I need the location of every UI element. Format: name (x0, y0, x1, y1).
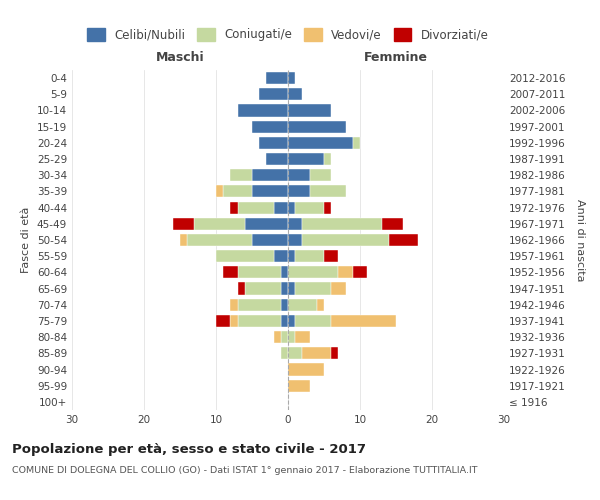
Bar (288, 202, 295, 213)
Bar (266, 72, 288, 84)
Bar (302, 348, 331, 360)
Bar (281, 298, 288, 311)
Bar (281, 282, 288, 294)
Bar (194, 218, 245, 230)
Text: Femmine: Femmine (364, 50, 428, 64)
Bar (288, 266, 338, 278)
Bar (295, 331, 310, 343)
Bar (266, 153, 288, 165)
Y-axis label: Fasce di età: Fasce di età (22, 207, 31, 273)
Bar (353, 266, 367, 278)
Bar (252, 120, 288, 132)
Bar (230, 315, 238, 327)
Bar (288, 315, 295, 327)
Bar (288, 186, 310, 198)
Bar (238, 315, 281, 327)
Bar (288, 218, 302, 230)
Bar (288, 120, 346, 132)
Bar (288, 282, 295, 294)
Bar (288, 153, 324, 165)
Bar (281, 348, 288, 360)
Bar (223, 266, 238, 278)
Bar (288, 331, 295, 343)
Bar (288, 298, 317, 311)
Bar (382, 218, 403, 230)
Bar (331, 315, 396, 327)
Bar (302, 218, 382, 230)
Bar (259, 88, 288, 101)
Bar (288, 104, 331, 117)
Bar (295, 315, 331, 327)
Bar (245, 218, 288, 230)
Bar (338, 266, 353, 278)
Bar (288, 88, 302, 101)
Text: COMUNE DI DOLEGNA DEL COLLIO (GO) - Dati ISTAT 1° gennaio 2017 - Elaborazione TU: COMUNE DI DOLEGNA DEL COLLIO (GO) - Dati… (12, 466, 478, 475)
Bar (187, 234, 252, 246)
Bar (281, 315, 288, 327)
Bar (288, 169, 310, 181)
Bar (295, 282, 331, 294)
Bar (310, 186, 346, 198)
Bar (274, 331, 281, 343)
Bar (288, 250, 295, 262)
Bar (216, 186, 223, 198)
Bar (252, 186, 288, 198)
Bar (238, 282, 245, 294)
Bar (238, 104, 288, 117)
Bar (288, 380, 310, 392)
Bar (389, 234, 418, 246)
Bar (353, 137, 360, 149)
Legend: Celibi/Nubili, Coniugati/e, Vedovi/e, Divorziati/e: Celibi/Nubili, Coniugati/e, Vedovi/e, Di… (84, 25, 492, 45)
Y-axis label: Anni di nascita: Anni di nascita (575, 198, 585, 281)
Bar (281, 266, 288, 278)
Bar (310, 169, 331, 181)
Bar (238, 298, 281, 311)
Bar (317, 298, 324, 311)
Bar (230, 202, 238, 213)
Bar (230, 298, 238, 311)
Bar (288, 234, 302, 246)
Bar (238, 266, 281, 278)
Bar (245, 282, 281, 294)
Bar (216, 250, 274, 262)
Bar (288, 72, 295, 84)
Bar (223, 186, 252, 198)
Text: Popolazione per età, sesso e stato civile - 2017: Popolazione per età, sesso e stato civil… (12, 442, 366, 456)
Bar (324, 202, 331, 213)
Bar (324, 153, 331, 165)
Bar (288, 137, 353, 149)
Bar (331, 282, 346, 294)
Bar (324, 250, 338, 262)
Text: Maschi: Maschi (155, 50, 205, 64)
Bar (281, 331, 288, 343)
Bar (295, 202, 324, 213)
Bar (331, 348, 338, 360)
Bar (230, 169, 252, 181)
Bar (274, 250, 288, 262)
Bar (274, 202, 288, 213)
Bar (173, 218, 194, 230)
Bar (288, 348, 302, 360)
Bar (259, 137, 288, 149)
Bar (295, 250, 324, 262)
Bar (252, 234, 288, 246)
Bar (216, 315, 230, 327)
Bar (302, 234, 389, 246)
Bar (252, 169, 288, 181)
Bar (238, 202, 274, 213)
Bar (288, 364, 324, 376)
Bar (180, 234, 187, 246)
